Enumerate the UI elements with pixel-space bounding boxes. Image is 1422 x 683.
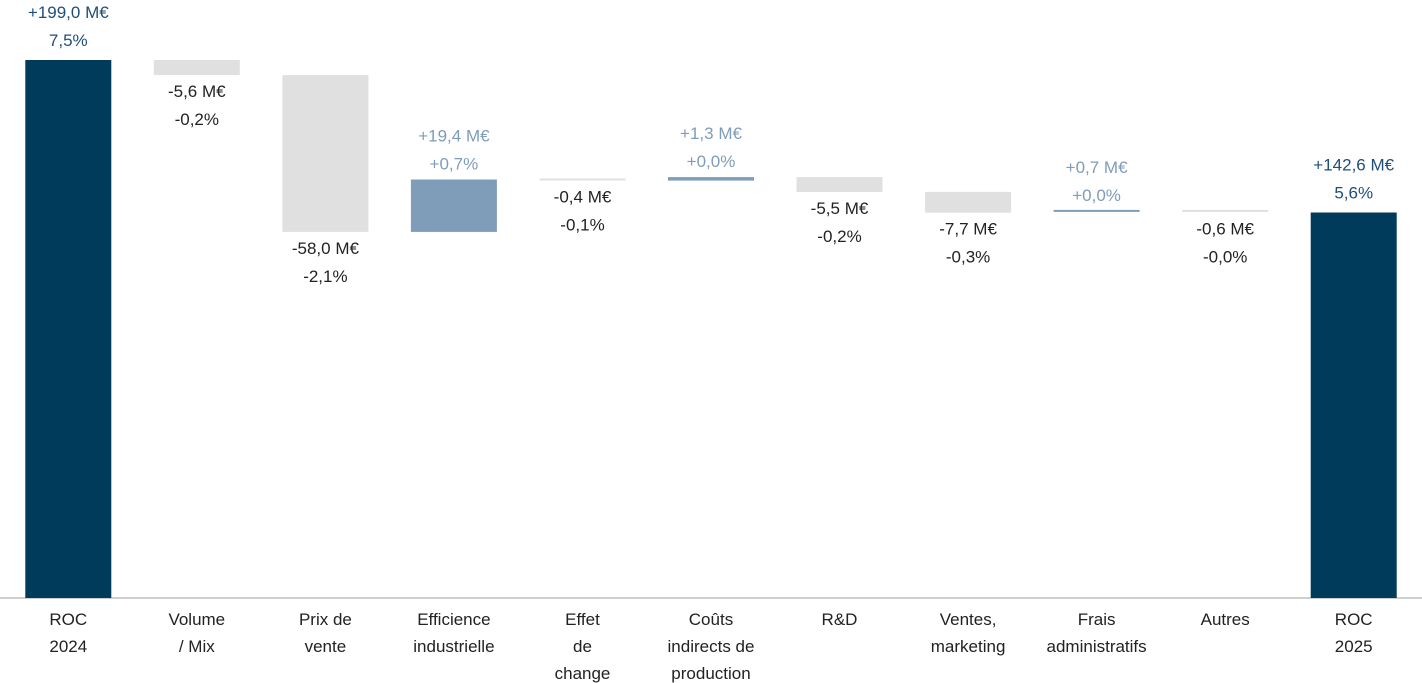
bar-autres	[1182, 209, 1269, 212]
bar-roc-2024	[25, 60, 112, 598]
category-label-frais-administratifs: administratifs	[1047, 637, 1147, 656]
category-label-roc-2024: 2024	[49, 637, 87, 656]
data-label-value-autres: -0,6 M€	[1196, 220, 1254, 239]
bar-coûts-indirects-de-production	[668, 177, 754, 181]
category-label-coûts-indirects-de-production: production	[671, 664, 750, 683]
data-label-value-volume-mix: -5,6 M€	[168, 82, 226, 101]
data-label-value-r-d: -5,5 M€	[811, 199, 869, 218]
data-label-value-coûts-indirects-de-production: +1,3 M€	[680, 124, 742, 143]
data-label-pct-ventes-marketing: -0,3%	[946, 248, 990, 267]
category-label-prix-de-vente: Prix de	[299, 610, 352, 629]
bar-ventes-marketing	[925, 191, 1012, 213]
category-label-frais-administratifs: Frais	[1078, 610, 1116, 629]
data-label-pct-coûts-indirects-de-production: +0,0%	[687, 152, 736, 171]
bar-efficience-industrielle	[410, 179, 497, 232]
category-label-effet-de-change: change	[555, 664, 611, 683]
bar-effet-de-change	[539, 178, 626, 181]
category-label-ventes-marketing: marketing	[931, 637, 1006, 656]
category-label-ventes-marketing: Ventes,	[940, 610, 997, 629]
category-label-volume-mix: / Mix	[179, 637, 215, 656]
bar-roc-2025	[1310, 212, 1397, 598]
data-label-pct-roc-2024: 7,5%	[49, 31, 88, 50]
category-label-r-d: R&D	[822, 610, 858, 629]
data-label-value-frais-administratifs: +0,7 M€	[1066, 158, 1128, 177]
category-label-coûts-indirects-de-production: Coûts	[689, 610, 733, 629]
data-label-value-ventes-marketing: -7,7 M€	[939, 220, 997, 239]
data-label-pct-volume-mix: -0,2%	[175, 110, 219, 129]
category-label-autres: Autres	[1201, 610, 1250, 629]
category-label-efficience-industrielle: industrielle	[413, 637, 494, 656]
category-label-roc-2024: ROC	[49, 610, 87, 629]
data-label-pct-efficience-industrielle: +0,7%	[430, 155, 479, 174]
category-label-effet-de-change: de	[573, 637, 592, 656]
category-label-coûts-indirects-de-production: indirects de	[668, 637, 755, 656]
bar-prix-de-vente	[282, 75, 369, 232]
data-label-pct-prix-de-vente: -2,1%	[303, 267, 347, 286]
category-label-prix-de-vente: vente	[305, 637, 347, 656]
bar-volume-mix	[153, 60, 240, 76]
data-label-pct-effet-de-change: -0,1%	[560, 216, 604, 235]
category-label-roc-2025: 2025	[1335, 637, 1373, 656]
data-label-value-roc-2025: +142,6 M€	[1313, 156, 1394, 175]
data-label-pct-r-d: -0,2%	[817, 227, 861, 246]
data-label-value-prix-de-vente: -58,0 M€	[292, 239, 360, 258]
category-label-effet-de-change: Effet	[565, 610, 600, 629]
data-label-pct-roc-2025: 5,6%	[1334, 184, 1373, 203]
data-label-value-efficience-industrielle: +19,4 M€	[418, 127, 490, 146]
bar-frais-administratifs	[1053, 209, 1140, 212]
data-label-value-effet-de-change: -0,4 M€	[554, 188, 612, 207]
bar-r-d	[796, 177, 883, 192]
data-label-pct-frais-administratifs: +0,0%	[1072, 186, 1121, 205]
data-label-value-roc-2024: +199,0 M€	[28, 3, 109, 22]
data-label-pct-autres: -0,0%	[1203, 248, 1247, 267]
category-label-efficience-industrielle: Efficience	[417, 610, 490, 629]
category-label-roc-2025: ROC	[1335, 610, 1373, 629]
category-label-volume-mix: Volume	[168, 610, 225, 629]
